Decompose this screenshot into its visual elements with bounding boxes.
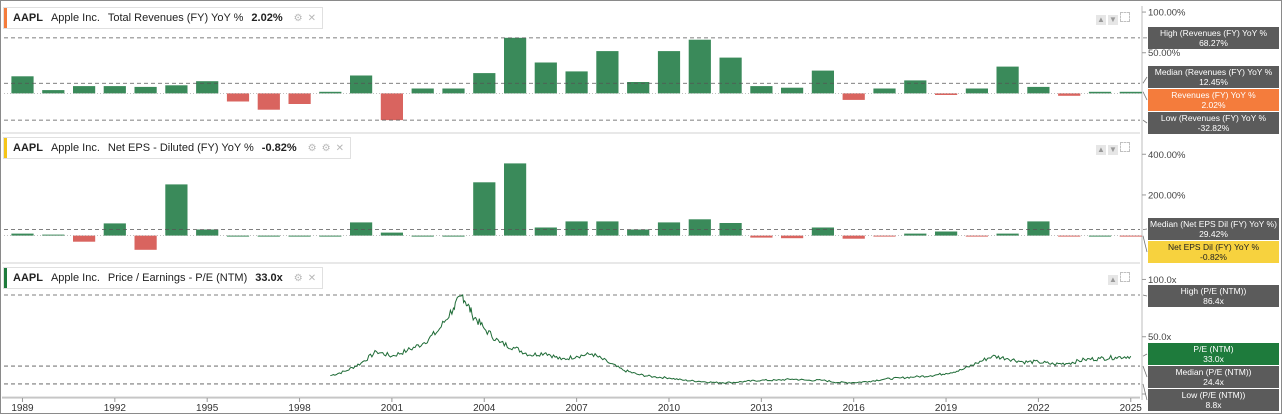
value-label-box: P/E (NTM) 33.0x	[1148, 343, 1279, 365]
value-label-value: 29.42%	[1199, 229, 1228, 239]
value-label-title: Low (P/E (NTM))	[1181, 390, 1246, 400]
value-label-box: Median (Revenues (FY) YoY % 12.45%	[1148, 66, 1279, 88]
value-label-value: 8.8x	[1205, 400, 1222, 410]
value-label-box: Revenues (FY) YoY % 2.02%	[1148, 89, 1279, 111]
panel-eps-metric: Net EPS - Diluted (FY) YoY %	[107, 142, 254, 154]
panel-eps-title: AAPL Apple Inc. Net EPS - Diluted (FY) Y…	[3, 137, 351, 159]
value-label-box: Low (Revenues (FY) YoY % -32.82%	[1148, 112, 1279, 134]
value-label-title: P/E (NTM)	[1193, 344, 1234, 354]
link-icon[interactable]: ⚙	[321, 142, 331, 154]
value-label-value: 68.27%	[1199, 37, 1228, 48]
panel-eps-company: Apple Inc.	[50, 142, 100, 154]
value-label-title: Median (Net EPS Dil (FY) YoY %)	[1150, 219, 1277, 229]
panel-revenue-metric: Total Revenues (FY) YoY %	[107, 12, 244, 24]
value-label-box: High (Revenues (FY) YoY % 68.27%	[1148, 26, 1279, 49]
value-label-box: Median (P/E (NTM)) 24.4x	[1148, 366, 1279, 388]
panel-pe-title: AAPL Apple Inc. Price / Earnings - P/E (…	[3, 267, 324, 289]
value-label-value: 12.45%	[1199, 77, 1228, 87]
panel-pe-accent	[4, 268, 7, 288]
value-label-value: 24.4x	[1203, 377, 1224, 387]
value-label-value: 2.02%	[1201, 100, 1226, 110]
close-icon[interactable]: ✕	[335, 142, 344, 154]
close-icon[interactable]: ✕	[307, 12, 316, 24]
panel-revenue-title: AAPL Apple Inc. Total Revenues (FY) YoY …	[3, 7, 323, 29]
value-label-title: Net EPS Dil (FY) YoY %	[1167, 242, 1260, 252]
value-label-title: High (Revenues (FY) YoY %	[1159, 27, 1268, 38]
value-label-title: Revenues (FY) YoY %	[1171, 90, 1256, 100]
panel-revenue-controls: ▲ ▼	[1096, 12, 1132, 25]
panel-revenue-accent	[4, 8, 7, 28]
panel-eps-ticker: AAPL	[13, 142, 43, 154]
settings-icon[interactable]: ⚙	[293, 272, 303, 284]
move-up-icon[interactable]: ▲	[1108, 275, 1118, 285]
value-label-title: Median (P/E (NTM))	[1175, 367, 1252, 377]
value-label-value: -32.82%	[1197, 123, 1230, 133]
panel-eps-accent	[4, 138, 7, 158]
panel-pe-controls: ▲	[1108, 272, 1132, 285]
panel-pe-company: Apple Inc.	[50, 272, 100, 284]
panel-pe-metric: Price / Earnings - P/E (NTM)	[107, 272, 248, 284]
panel-eps-controls: ▲ ▼	[1096, 142, 1132, 155]
fullscreen-icon[interactable]	[1120, 142, 1130, 152]
value-label-box: Median (Net EPS Dil (FY) YoY %) 29.42%	[1148, 218, 1279, 240]
value-label-title: Low (Revenues (FY) YoY %	[1160, 113, 1267, 123]
settings-icon[interactable]: ⚙	[307, 142, 317, 154]
fullscreen-icon[interactable]	[1120, 12, 1130, 22]
panel-revenue-company: Apple Inc.	[50, 12, 100, 24]
move-up-icon[interactable]: ▲	[1096, 15, 1106, 25]
value-label-title: High (P/E (NTM))	[1180, 286, 1247, 296]
panel-pe-value: 33.0x	[255, 272, 283, 284]
panel-pe-ticker: AAPL	[13, 272, 43, 284]
settings-icon[interactable]: ⚙	[293, 12, 303, 24]
move-up-icon[interactable]: ▲	[1096, 145, 1106, 155]
value-label-value: -0.82%	[1200, 252, 1227, 262]
close-icon[interactable]: ✕	[307, 272, 317, 284]
move-down-icon[interactable]: ▼	[1108, 15, 1118, 25]
fullscreen-icon[interactable]	[1120, 272, 1130, 282]
value-label-value: 33.0x	[1203, 354, 1224, 364]
panel-eps-value: -0.82%	[261, 142, 297, 154]
value-label-box: High (P/E (NTM)) 86.4x	[1148, 285, 1279, 307]
panel-revenue-value: 2.02%	[251, 12, 283, 24]
value-label-value: 86.4x	[1203, 296, 1224, 306]
move-down-icon[interactable]: ▼	[1108, 145, 1118, 155]
value-label-box: Low (P/E (NTM)) 8.8x	[1148, 389, 1279, 411]
panel-revenue-ticker: AAPL	[13, 12, 43, 24]
value-label-title: Median (Revenues (FY) YoY %	[1154, 67, 1273, 77]
value-label-box: Net EPS Dil (FY) YoY % -0.82%	[1148, 241, 1279, 263]
